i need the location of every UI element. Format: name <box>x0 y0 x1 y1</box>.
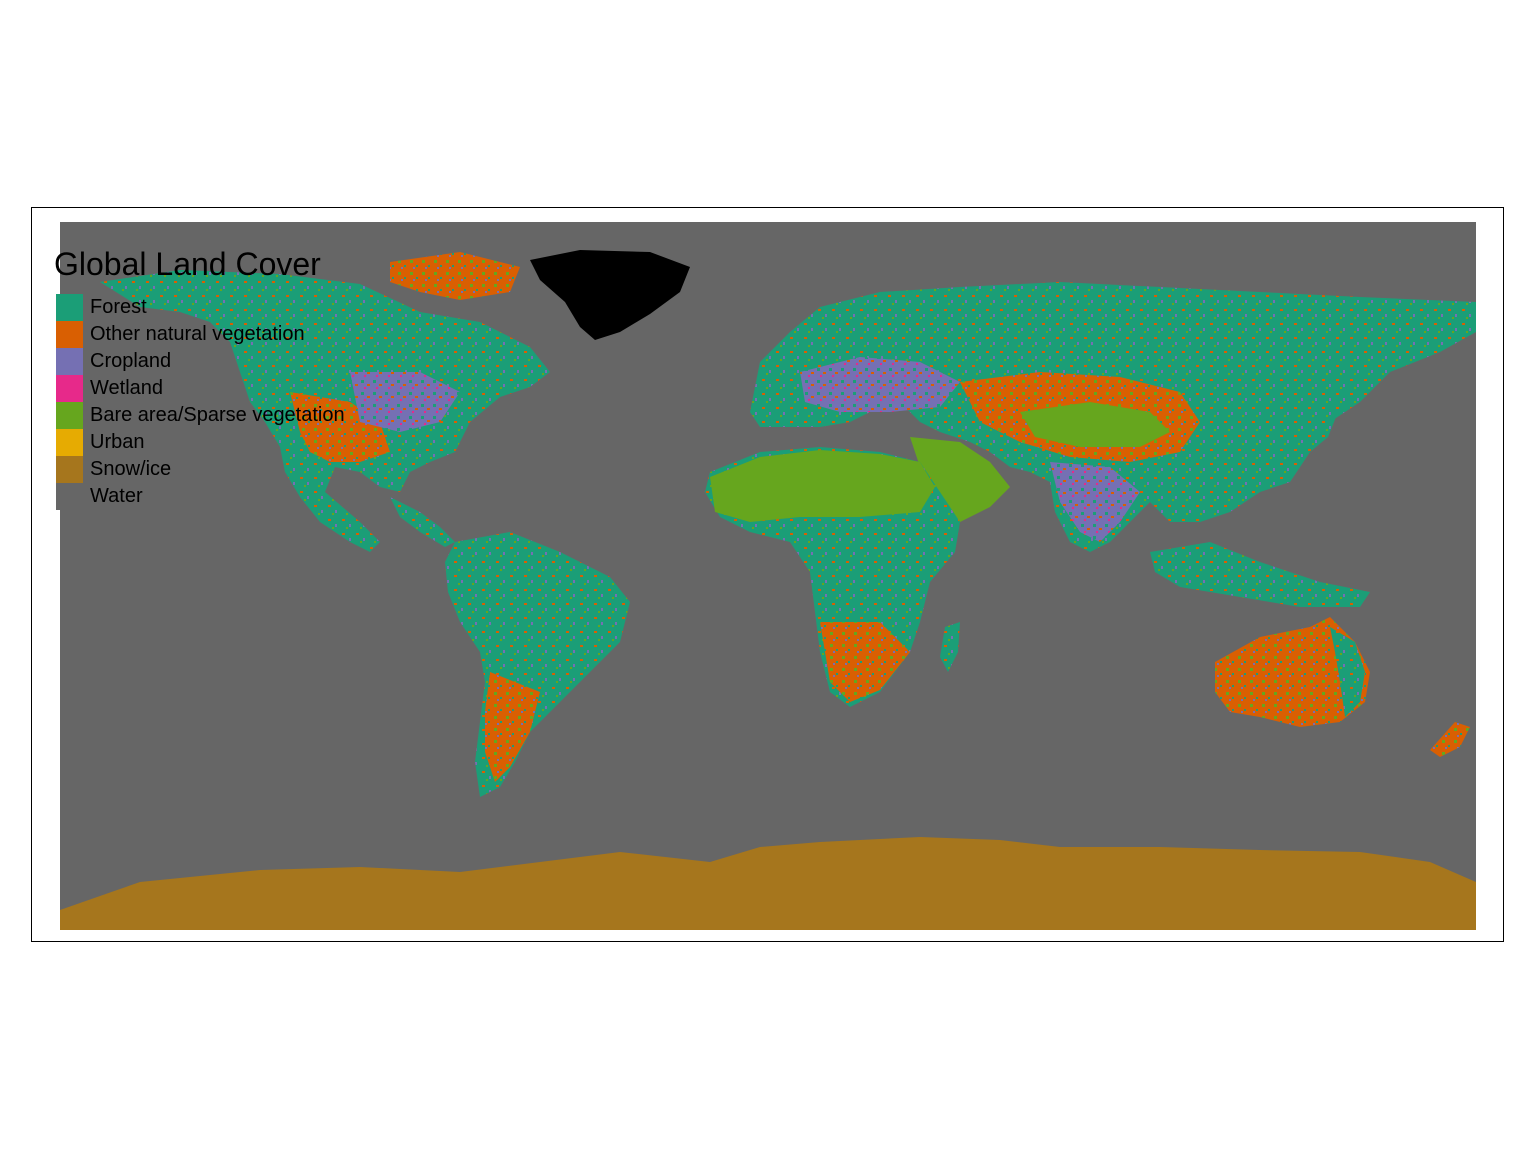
southeast-asia-islands <box>1150 542 1370 607</box>
legend-swatch-water <box>56 483 83 510</box>
madagascar <box>940 622 960 672</box>
legend-swatch-wetland <box>56 375 83 402</box>
legend-label-cropland: Cropland <box>90 350 172 372</box>
antarctica <box>60 837 1476 930</box>
legend-swatch-other-natural-vegetation <box>56 321 83 348</box>
legend-swatch-urban <box>56 429 83 456</box>
legend-label-water: Water <box>90 485 143 507</box>
legend: Global Land Cover Forest Other natural ve… <box>54 244 345 510</box>
north-america-crop <box>350 372 460 432</box>
legend-label-snow-ice: Snow/ice <box>90 458 172 480</box>
legend-label-forest: Forest <box>90 296 147 318</box>
greenland <box>530 250 690 340</box>
japan <box>1300 397 1340 452</box>
north-america-dry <box>290 392 390 462</box>
legend-item-forest: Forest <box>54 294 321 321</box>
legend-label-wetland: Wetland <box>90 377 164 399</box>
legend-items: Forest Other natural vegetation Cropland We… <box>54 294 345 510</box>
central-america <box>390 497 455 547</box>
legend-item-water: Water <box>54 483 321 510</box>
south-asia <box>1050 462 1140 542</box>
legend-item-wetland: Wetland <box>54 375 321 402</box>
legend-item-urban: Urban <box>54 429 321 456</box>
legend-swatch-forest <box>56 294 83 321</box>
legend-label-bare-area: Bare area/Sparse vegetation <box>90 404 345 426</box>
central-asia-desert <box>1020 402 1170 447</box>
world-land-cover-map <box>60 222 1476 930</box>
legend-swatch-snow-ice <box>56 456 83 483</box>
southern-africa <box>820 622 910 702</box>
new-zealand <box>1430 722 1470 757</box>
australia <box>1215 617 1370 727</box>
legend-swatch-bare-area <box>56 402 83 429</box>
legend-item-other-natural-vegetation: Other natural vegetation <box>54 321 321 348</box>
legend-swatch-cropland <box>56 348 83 375</box>
europe-cropland <box>800 357 960 412</box>
legend-item-cropland: Cropland <box>54 348 321 375</box>
australia-east <box>1330 627 1365 717</box>
sahara <box>710 450 935 522</box>
legend-label-urban: Urban <box>90 431 145 453</box>
legend-item-bare-area: Bare area/Sparse vegetation <box>54 402 345 429</box>
legend-label-other-natural-vegetation: Other natural vegetation <box>90 323 305 345</box>
arctic-islands <box>390 252 520 300</box>
legend-item-snow-ice: Snow/ice <box>54 456 321 483</box>
map-title: Global Land Cover <box>54 246 321 282</box>
south-america-south <box>485 672 540 782</box>
